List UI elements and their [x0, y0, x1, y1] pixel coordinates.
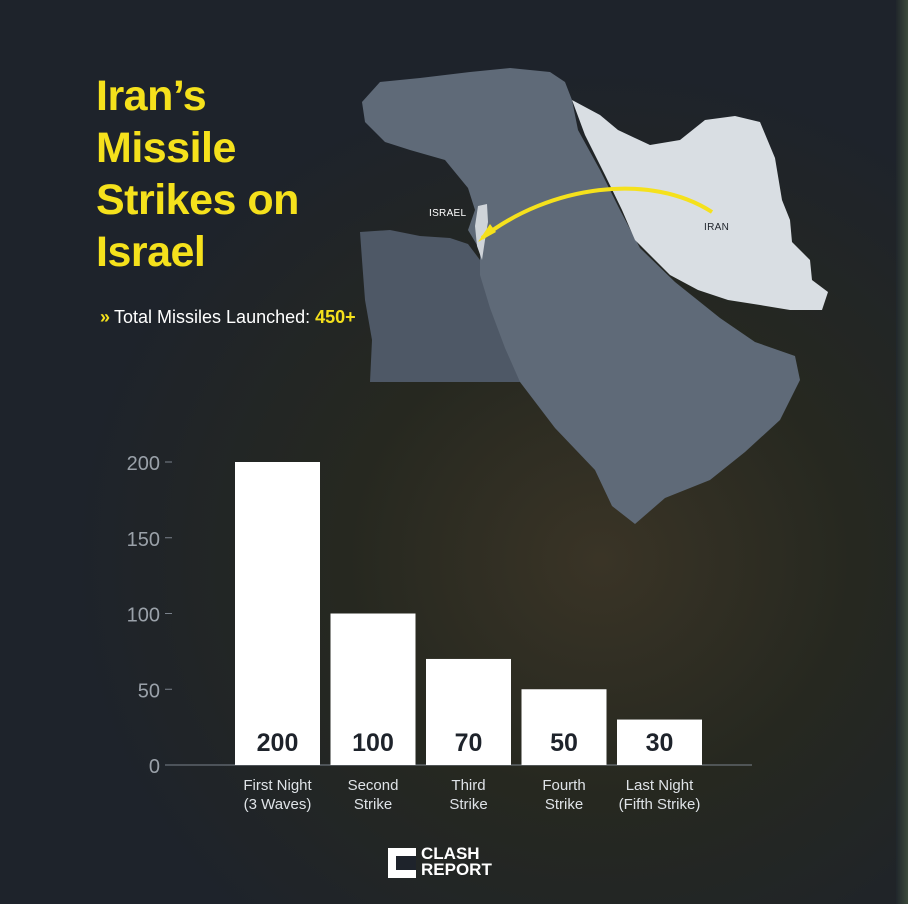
total-missiles-label: Total Missiles Launched:	[114, 307, 311, 327]
total-missiles: » Total Missiles Launched: 450+	[100, 306, 356, 328]
brand-line-2: REPORT	[421, 860, 492, 879]
y-tick-label: 0	[149, 756, 160, 778]
brand-line-1: CLASH	[421, 844, 480, 863]
clash-logo-mark	[388, 848, 416, 878]
data-label: 200	[257, 729, 299, 757]
x-category-label: Strike	[545, 796, 583, 813]
map-region-central	[362, 68, 800, 524]
map-region-israel	[475, 204, 488, 260]
y-tick-label: 50	[138, 680, 160, 702]
x-category-label: Second	[348, 777, 399, 794]
map-label-israel: ISRAEL	[429, 208, 467, 219]
x-category-label: Strike	[449, 796, 487, 813]
x-category-label: (3 Waves)	[244, 796, 312, 813]
map-arrow-head	[478, 224, 496, 242]
bar	[426, 658, 511, 765]
map-label-iran: IRAN	[704, 222, 730, 233]
page-title: Iran’s Missile Strikes on Israel	[96, 72, 299, 276]
x-category-label: Third	[451, 777, 485, 794]
total-missiles-value: 450+	[315, 307, 356, 327]
middle-east-map	[360, 68, 828, 524]
x-category-label: Last Night	[626, 777, 694, 794]
data-label: 50	[550, 729, 578, 757]
map-arrow	[480, 186, 714, 240]
double-chevron-icon: »	[100, 307, 111, 327]
data-label: 70	[455, 729, 483, 757]
bar	[617, 719, 702, 765]
right-edge-strip	[896, 0, 908, 904]
x-category-label: Strike	[354, 796, 392, 813]
x-category-label: First Night	[243, 777, 312, 794]
bar	[235, 462, 320, 765]
bar-chart: 0 50 100 150 200 200 First Night (3 Waves) 100 Se…	[127, 453, 752, 813]
x-category-label: (Fifth Strike)	[619, 796, 701, 813]
data-label: 100	[352, 729, 394, 757]
y-tick-label: 100	[127, 605, 160, 627]
y-tick-label: 150	[127, 529, 160, 551]
bar	[521, 689, 607, 765]
x-category-label: Fourth	[542, 777, 585, 794]
y-tick-label: 200	[127, 453, 160, 475]
bar	[330, 613, 416, 765]
data-label: 30	[646, 729, 674, 757]
